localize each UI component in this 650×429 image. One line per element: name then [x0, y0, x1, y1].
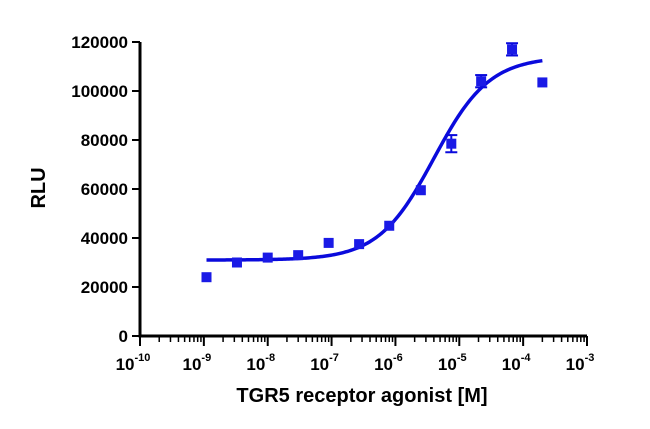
- data-point: [323, 237, 334, 248]
- data-point: [201, 272, 212, 283]
- x-tick-label: 10-4: [502, 352, 532, 374]
- y-tick-label: 60000: [81, 180, 128, 199]
- x-tick-exponent: -10: [135, 352, 151, 364]
- x-tick-label: 10-9: [183, 352, 212, 374]
- data-point: [537, 77, 548, 88]
- y-tick-label: 20000: [81, 278, 128, 297]
- data-point: [293, 250, 304, 261]
- y-axis-title: RLU: [28, 167, 50, 208]
- x-axis-ticks: 10-10 10-9 10-8 10-7 10-6 10-5 10-4 10-3: [116, 336, 595, 374]
- y-tick-label: 80000: [81, 131, 128, 150]
- data-point: [476, 76, 487, 87]
- x-tick-exponent: -9: [201, 352, 211, 364]
- x-tick-label: 10-8: [246, 352, 275, 374]
- x-tick-label: 10-6: [374, 352, 403, 374]
- x-tick-exponent: -5: [457, 352, 467, 364]
- data-points: [201, 44, 548, 283]
- data-point: [415, 185, 426, 196]
- error-bars: [445, 42, 519, 154]
- x-tick-label: 10-3: [566, 352, 595, 374]
- y-tick-label: 100000: [71, 82, 128, 101]
- x-tick-label: 10-7: [310, 352, 339, 374]
- x-tick-exponent: -6: [393, 352, 403, 364]
- x-tick-label: 10-10: [116, 352, 151, 374]
- data-point: [384, 220, 395, 231]
- x-tick-label: 10-5: [438, 352, 467, 374]
- data-point: [231, 257, 242, 268]
- fit-curve: [206, 58, 543, 262]
- x-tick-exponent: -3: [585, 352, 595, 364]
- data-point: [446, 138, 457, 149]
- x-tick-exponent: -8: [265, 352, 275, 364]
- data-point: [507, 44, 518, 55]
- x-axis-title: TGR5 receptor agonist [M]: [236, 385, 487, 407]
- x-tick-exponent: -7: [329, 352, 339, 364]
- data-point: [354, 239, 365, 250]
- data-point: [262, 252, 273, 263]
- y-axis-ticks: 0 20000 40000 60000 80000 100000 120000: [71, 33, 140, 346]
- y-tick-label: 120000: [71, 33, 128, 52]
- x-tick-exponent: -4: [521, 352, 532, 364]
- y-tick-label: 40000: [81, 229, 128, 248]
- y-tick-label: 0: [119, 327, 128, 346]
